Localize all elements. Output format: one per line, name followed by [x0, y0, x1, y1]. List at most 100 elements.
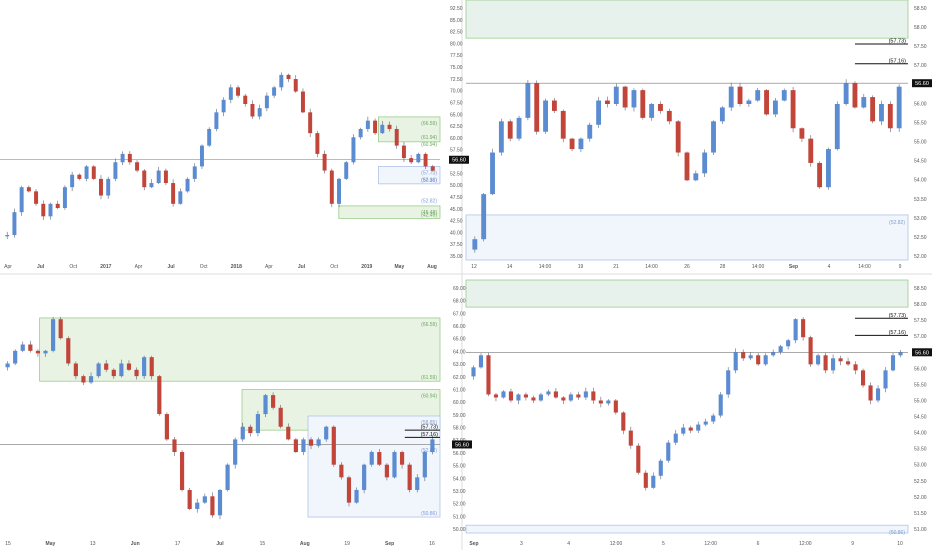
candle-body [20, 344, 25, 351]
candle-body [96, 363, 101, 377]
candle-body [195, 502, 200, 509]
candle-body [62, 187, 67, 208]
x-tick-label: 19 [578, 264, 584, 270]
candle-body [621, 412, 626, 431]
zone-label: (57.73) [421, 170, 437, 176]
candle-body [346, 477, 352, 503]
candle-body [636, 445, 641, 473]
y-tick-label: 37.50 [450, 242, 463, 248]
candle-body [185, 178, 190, 192]
y-tick-label: 67.00 [453, 311, 466, 317]
candle-body [649, 104, 655, 118]
candle-body [531, 397, 536, 401]
candle-body [66, 338, 71, 364]
candle-body [172, 439, 177, 453]
x-tick-label: Jun [131, 541, 140, 547]
candle-body [501, 391, 506, 398]
zone-label: (50.86) [889, 530, 905, 536]
candle-body [399, 452, 405, 465]
y-tick-label: 60.00 [450, 136, 463, 142]
y-tick-label: 52.50 [914, 235, 927, 241]
candle-body [28, 344, 33, 351]
price-tag [912, 348, 932, 357]
x-tick-label: 28 [720, 264, 726, 270]
candle-body [560, 110, 566, 139]
candle-body [879, 104, 884, 122]
candle-body [808, 138, 814, 163]
candle-body [344, 162, 349, 179]
candle-body [781, 90, 787, 101]
candle-body [104, 363, 109, 370]
candle-body [523, 394, 528, 398]
candle-body [369, 452, 374, 465]
candle-body [471, 367, 476, 377]
y-tick-label: 69.00 [453, 286, 466, 292]
candle-body [225, 464, 230, 490]
candle-body [778, 346, 783, 353]
candle-body [546, 391, 551, 395]
candle-body [236, 87, 241, 96]
y-tick-label: 52.50 [914, 479, 927, 485]
candle-body [13, 350, 18, 364]
x-tick-label: May [46, 541, 56, 547]
candle-body [192, 166, 197, 179]
candle-body [622, 86, 628, 108]
y-tick-label: 58.00 [914, 302, 927, 308]
candle-body [755, 90, 761, 101]
candle-body [339, 464, 344, 478]
candle-body [875, 388, 881, 401]
y-tick-label: 40.00 [450, 230, 463, 236]
y-tick-label: 67.50 [450, 100, 463, 106]
candle-body [286, 74, 291, 80]
x-tick-label: 26 [684, 264, 690, 270]
candle-body [179, 452, 185, 490]
candle-body [142, 357, 147, 377]
candle-body [210, 496, 215, 516]
candle-body [718, 394, 723, 416]
price-tag [452, 440, 472, 449]
x-tick-label: 5 [662, 541, 665, 547]
zone-label: (57.16) [421, 177, 437, 183]
y-tick-label: 57.00 [914, 334, 927, 340]
x-tick-label: 9 [899, 264, 902, 270]
x-tick-label: Jul [167, 264, 175, 270]
candle-body [373, 120, 378, 134]
candle-body [823, 355, 828, 371]
y-tick-label: 51.00 [453, 514, 466, 520]
candle-body [508, 391, 514, 401]
candle-body [156, 170, 161, 184]
candle-body [606, 400, 611, 404]
candle-body [651, 475, 656, 488]
candle-body [799, 128, 805, 139]
y-tick-label: 68.00 [453, 299, 466, 305]
x-tick-label: 2018 [231, 264, 242, 270]
candle-body [255, 414, 261, 434]
y-tick-label: 58.00 [914, 25, 927, 31]
y-tick-label: 62.00 [453, 375, 466, 381]
candle-body [786, 340, 791, 347]
zone-label: (50.86) [421, 511, 437, 517]
candle-body [481, 194, 487, 240]
y-tick-label: 64.00 [453, 349, 466, 355]
candle-body [764, 90, 769, 115]
candle-body [831, 358, 836, 371]
candle-body [248, 426, 253, 434]
level-label: (57.16) [421, 432, 439, 438]
candle-body [387, 124, 392, 129]
y-tick-label: 35.00 [450, 254, 463, 260]
y-tick-label: 55.00 [914, 140, 927, 146]
x-tick-label: Oct [200, 264, 208, 270]
candle-body [127, 153, 132, 163]
candle-body [164, 414, 169, 440]
zone-zone_blue [378, 166, 441, 185]
x-tick-label: 14:00 [645, 264, 658, 270]
candle-body [737, 86, 743, 104]
candle-body [898, 352, 903, 356]
y-tick-label: 56.00 [914, 101, 927, 107]
candle-body [392, 452, 397, 478]
candle-body [217, 489, 223, 516]
x-tick-label: 12:00 [704, 541, 717, 547]
y-tick-label: 72.50 [450, 77, 463, 83]
candle-body [354, 489, 359, 503]
candle-body [362, 464, 367, 490]
